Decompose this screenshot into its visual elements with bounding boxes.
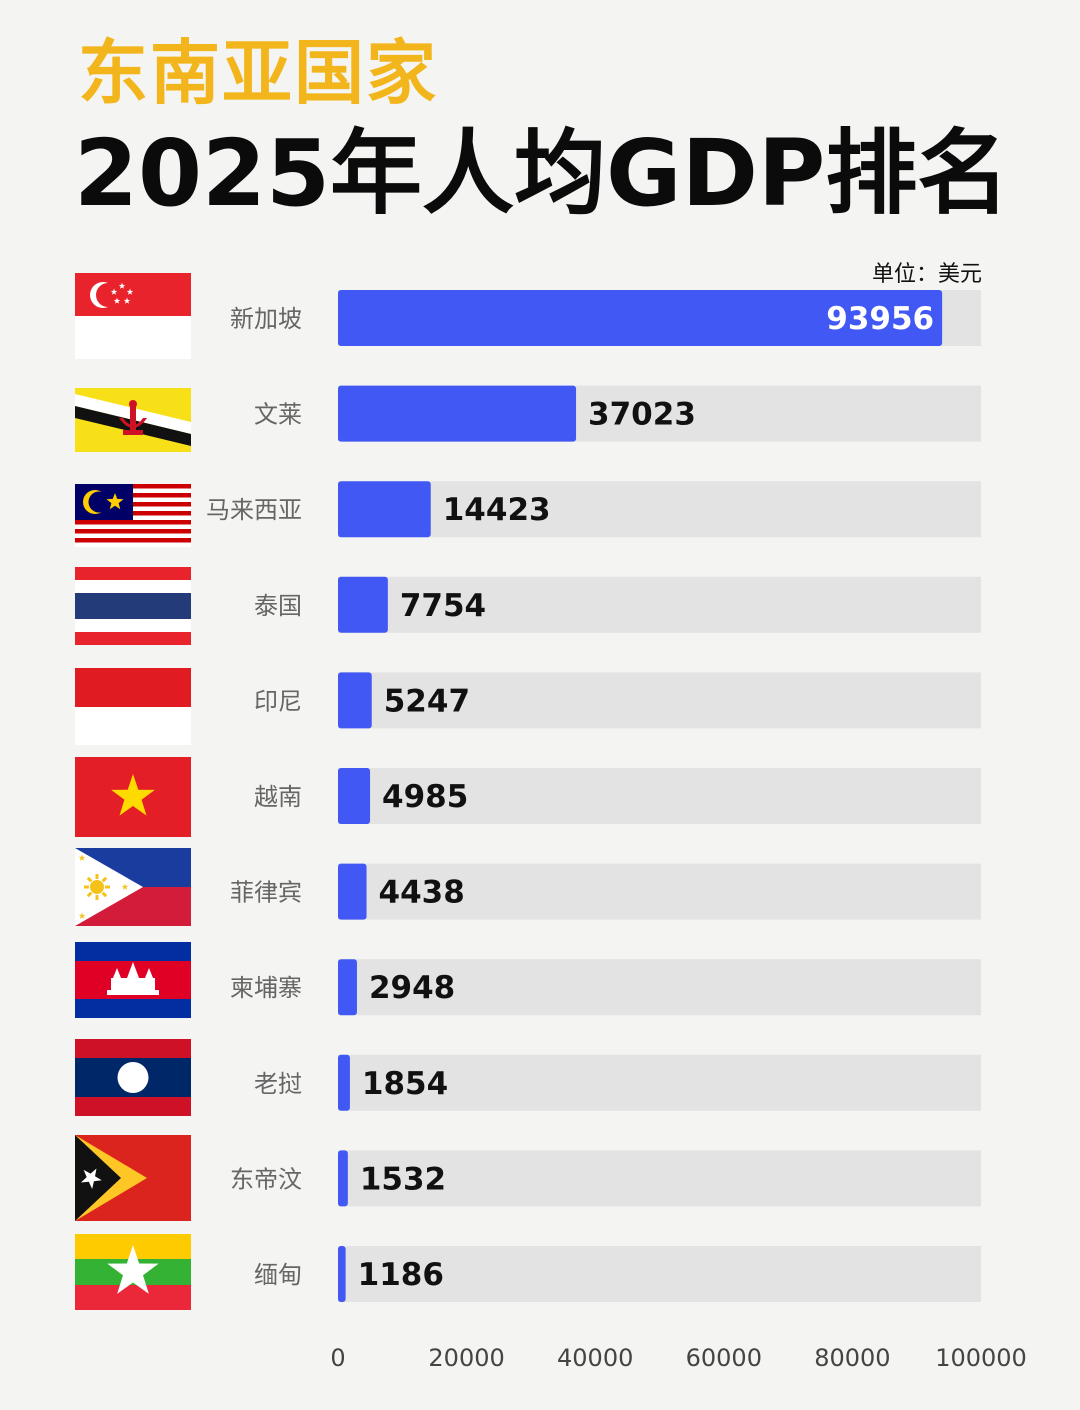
bar-track [338,863,981,920]
bar [338,576,388,633]
category-label: 印尼 [254,687,302,715]
x-tick-label: 20000 [428,1344,504,1372]
unit-label: 单位：美元 [871,262,982,287]
category-label: 东帝汶 [230,1165,302,1193]
category-label: 缅甸 [254,1261,302,1289]
value-label: 1854 [362,1066,448,1102]
bar-track [338,672,981,729]
x-tick-label: 0 [330,1344,345,1372]
flag-laos-icon [75,1039,191,1116]
bar-track [338,959,981,1016]
flag-vietnam-icon [75,757,191,837]
value-label: 37023 [588,397,696,433]
value-label: 4985 [382,779,468,815]
bar [338,863,367,920]
flag-brunei-icon [75,388,191,452]
value-label: 93956 [826,301,934,337]
flag-philippines-icon [75,848,191,926]
bar-track [338,1054,981,1111]
flag-timor-leste-icon [75,1135,191,1221]
title-line-1: 东南亚国家 [78,32,438,114]
value-label: 4438 [379,875,465,911]
flag-myanmar-icon [75,1234,191,1310]
category-label: 柬埔寨 [230,974,302,1002]
bar [338,290,943,346]
bar [338,385,577,442]
category-label: 新加坡 [230,305,302,333]
bar [338,1246,346,1302]
value-label: 5247 [384,683,470,719]
title-line-2: 2025年人均GDP排名 [74,120,1010,227]
bar-track [338,768,981,824]
bar [338,481,431,538]
value-label: 1532 [360,1161,446,1197]
flag-thailand-icon [75,567,191,645]
flag-malaysia-icon [75,484,191,547]
value-label: 1186 [358,1257,444,1293]
value-label: 14423 [443,492,551,528]
bar-track [338,1246,981,1302]
flag-singapore-icon [75,273,191,359]
bar-track [338,576,981,633]
value-label: 7754 [400,588,486,624]
value-label: 2948 [369,970,455,1006]
category-label: 菲律宾 [230,879,302,907]
x-tick-label: 40000 [557,1344,633,1372]
x-tick-label: 60000 [686,1344,762,1372]
flag-cambodia-icon [75,942,191,1018]
bar [338,1150,348,1207]
bar-track [338,481,981,538]
bar-track [338,1150,981,1207]
bar [338,959,357,1016]
bar [338,768,371,824]
category-label: 马来西亚 [206,496,302,524]
category-label: 泰国 [254,592,302,620]
category-label: 老挝 [254,1070,302,1098]
x-tick-label: 100000 [935,1344,1027,1372]
bar [338,672,372,729]
bar [338,1054,350,1111]
flag-indonesia-icon [75,668,191,745]
category-label: 文莱 [254,401,302,429]
category-label: 越南 [254,783,302,811]
x-tick-label: 80000 [814,1344,890,1372]
